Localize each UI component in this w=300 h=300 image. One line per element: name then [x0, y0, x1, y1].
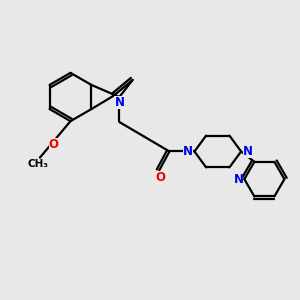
Text: CH₃: CH₃	[28, 158, 49, 169]
Text: O: O	[49, 138, 59, 151]
Text: N: N	[114, 96, 124, 109]
Text: N: N	[183, 145, 193, 158]
Text: N: N	[243, 145, 253, 158]
Text: O: O	[155, 171, 165, 184]
Text: N: N	[233, 172, 244, 186]
